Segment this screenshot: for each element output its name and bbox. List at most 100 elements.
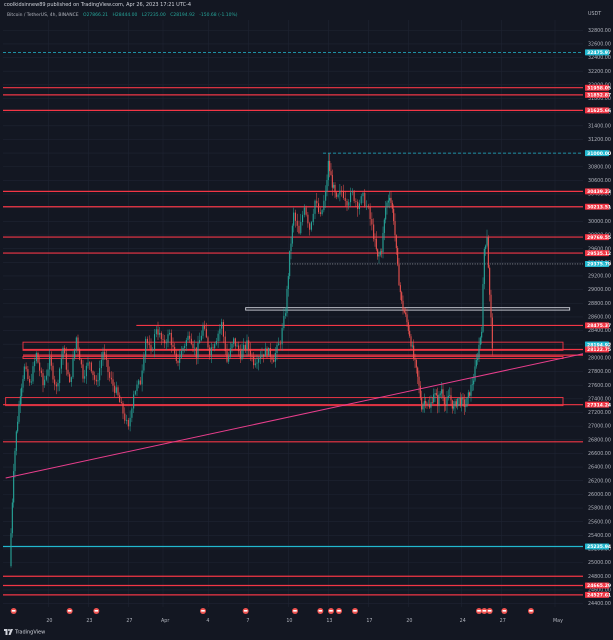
candle-body xyxy=(13,471,15,503)
event-flag-icon[interactable] xyxy=(66,608,73,614)
candle-body xyxy=(281,328,283,345)
candle-body xyxy=(174,346,176,354)
time-tick-label: 27 xyxy=(126,618,132,624)
candle-body xyxy=(360,196,362,204)
candle-body xyxy=(346,200,348,206)
candle-body xyxy=(414,358,416,361)
candle-body xyxy=(169,332,171,335)
event-flag-icon[interactable] xyxy=(476,608,482,614)
candle-body xyxy=(215,341,217,345)
event-flag-icon[interactable] xyxy=(328,608,334,614)
candle-body xyxy=(110,377,112,380)
candle-body xyxy=(318,203,320,213)
candle-body xyxy=(172,345,174,347)
candle-body xyxy=(248,340,250,350)
candle-body xyxy=(462,397,464,400)
candle-body xyxy=(455,401,457,407)
event-flag-icon[interactable] xyxy=(486,608,493,614)
event-flag-icon[interactable] xyxy=(336,608,342,614)
price-tick-label: 24600.00 xyxy=(588,588,611,594)
candle-body xyxy=(30,381,32,383)
price-tick-label: 26800.00 xyxy=(588,437,611,443)
candle-body xyxy=(290,243,292,252)
candle-body xyxy=(355,201,357,202)
candle-body xyxy=(473,380,475,385)
candle-body xyxy=(458,398,460,399)
candle-body xyxy=(152,349,154,351)
low-value: L27235.00 xyxy=(141,13,166,18)
candle-body xyxy=(35,352,37,362)
candle-body xyxy=(114,385,116,393)
event-flag-icon[interactable] xyxy=(481,608,488,614)
candle-body xyxy=(180,350,182,358)
time-axis[interactable]: 20 23 27 Apr 4 7 10 13 17 20 24 27 May xyxy=(46,618,563,624)
event-flag-icon[interactable] xyxy=(200,608,206,614)
candle-body xyxy=(274,352,276,362)
candle-body xyxy=(157,329,159,335)
event-flag-icon[interactable] xyxy=(292,608,298,614)
candle-body xyxy=(199,340,201,343)
candle-body xyxy=(434,393,436,395)
candle-body xyxy=(335,192,337,197)
candle-body xyxy=(209,347,211,356)
candle-body xyxy=(279,343,281,345)
candle-body xyxy=(276,345,278,353)
currency-label: USDT xyxy=(588,11,601,17)
event-flag-stripe xyxy=(529,610,533,612)
candle-body xyxy=(75,337,77,350)
candle-body xyxy=(344,197,346,201)
candle-body xyxy=(55,384,57,387)
candle-body xyxy=(264,348,266,357)
tradingview-brand[interactable]: TradingView xyxy=(4,629,45,636)
candle-body xyxy=(258,358,260,363)
candle-body xyxy=(314,200,316,214)
event-flag-icon[interactable] xyxy=(317,608,324,614)
event-flag-icon[interactable] xyxy=(528,608,534,614)
time-tick-label: Apr xyxy=(161,618,169,624)
trendline-group[interactable] xyxy=(5,353,584,479)
price-tick-label: 31800.00 xyxy=(588,96,611,102)
candle-body xyxy=(62,347,64,359)
candle-body xyxy=(65,353,67,370)
price-tick-label: 25400.00 xyxy=(588,533,611,539)
event-flag-icon[interactable] xyxy=(10,608,17,614)
symbol-name[interactable]: Bitcoin / TetherUS, 4h, BINANCE xyxy=(7,13,79,18)
candle-body xyxy=(57,383,59,387)
event-flag-icon[interactable] xyxy=(352,608,358,614)
price-label-text: 27314.24 xyxy=(587,402,611,408)
grid-lines xyxy=(3,20,583,607)
event-flag-icon[interactable] xyxy=(242,608,249,614)
candle-body xyxy=(447,395,449,399)
candle-body xyxy=(261,354,263,357)
candle-body xyxy=(37,352,39,363)
candle-body xyxy=(479,337,481,345)
candle-body xyxy=(29,379,31,383)
candle-body xyxy=(10,533,12,567)
trendline[interactable] xyxy=(5,353,584,479)
candle-body xyxy=(366,205,368,207)
candle-body xyxy=(405,312,407,315)
zone-rectangles xyxy=(5,307,571,407)
candle-body xyxy=(67,369,69,375)
price-axis[interactable]: 32800.0032600.0032400.0032200.0032000.00… xyxy=(588,28,611,607)
candle-body xyxy=(25,366,27,370)
candle-body xyxy=(442,389,444,398)
candle-body xyxy=(27,369,29,380)
price-tick-label: 29600.00 xyxy=(588,246,611,252)
candle-body xyxy=(134,391,136,395)
candle-body xyxy=(85,365,87,377)
price-tick-label: 29200.00 xyxy=(588,274,611,280)
event-flag-icon[interactable] xyxy=(501,608,508,614)
event-flag-icon[interactable] xyxy=(93,608,100,614)
candle-body xyxy=(92,371,94,376)
candle-body xyxy=(334,184,336,193)
publisher-line: coolkidsinnew89 published on TradingView… xyxy=(4,2,192,8)
candle-body xyxy=(177,360,179,363)
candle-body xyxy=(382,233,384,253)
candle-body xyxy=(425,400,427,404)
price-label-tag xyxy=(585,591,609,598)
candle-body xyxy=(164,339,166,344)
candle-body xyxy=(471,384,473,385)
candle-body xyxy=(17,421,19,432)
